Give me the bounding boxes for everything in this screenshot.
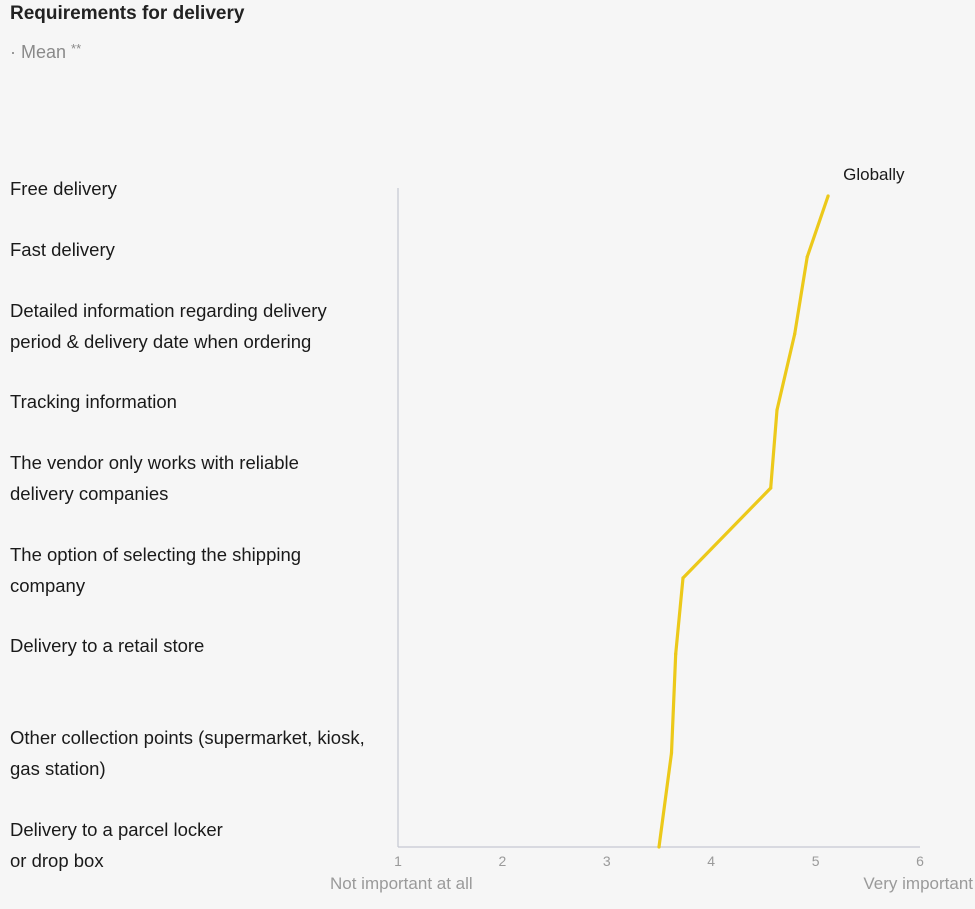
category-label: gas station) [10, 758, 106, 779]
category-label: Delivery to a retail store [10, 635, 204, 656]
category-label: The vendor only works with reliable [10, 452, 299, 473]
series-label: Globally [843, 165, 905, 184]
data-point [775, 408, 779, 412]
data-point [769, 486, 773, 490]
category-label: period & delivery date when ordering [10, 331, 311, 352]
data-point [793, 332, 797, 336]
data-point [657, 845, 661, 849]
data-point [826, 194, 830, 198]
x-tick-label: 1 [394, 853, 402, 869]
x-min-label: Not important at all [330, 874, 473, 893]
data-point [681, 576, 685, 580]
x-tick-label: 5 [812, 853, 820, 869]
x-max-label: Very important [863, 874, 973, 893]
data-point [674, 652, 678, 656]
category-label: Delivery to a parcel locker [10, 819, 223, 840]
category-label: Free delivery [10, 178, 118, 199]
series-line-globally [657, 195, 830, 848]
data-point [805, 255, 809, 259]
x-tick-label: 2 [499, 853, 507, 869]
data-point [669, 751, 674, 755]
category-label: or drop box [10, 850, 104, 871]
x-tick-label: 6 [916, 853, 924, 869]
chart-title: Requirements for delivery [10, 3, 245, 24]
category-label: Detailed information regarding delivery [10, 300, 327, 321]
x-tick-label: 3 [603, 853, 611, 869]
x-tick-label: 4 [707, 853, 715, 869]
category-label: Other collection points (supermarket, ki… [10, 727, 365, 748]
subtitle-text: · Mean [10, 42, 67, 62]
category-label: company [10, 575, 86, 596]
chart-subtitle: · Mean ** [10, 41, 81, 63]
category-label: Fast delivery [10, 239, 116, 260]
category-label: Tracking information [10, 391, 177, 412]
category-label: delivery companies [10, 483, 168, 504]
category-label: The option of selecting the shipping [10, 544, 301, 565]
subtitle-footnote-mark: ** [71, 41, 82, 56]
